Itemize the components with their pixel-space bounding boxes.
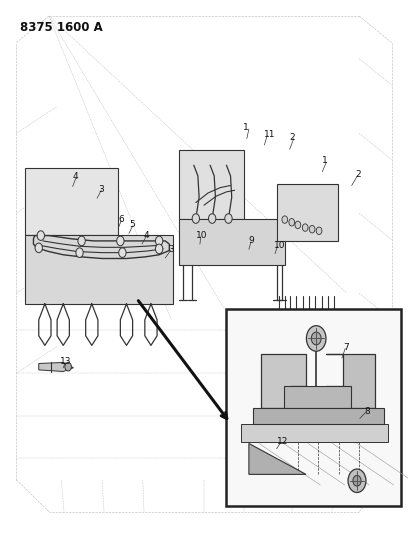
Polygon shape [179, 219, 285, 265]
Circle shape [295, 221, 301, 229]
Circle shape [155, 244, 163, 254]
Polygon shape [179, 150, 244, 219]
Text: 8375 1600 A: 8375 1600 A [20, 21, 102, 34]
Circle shape [192, 214, 200, 223]
Circle shape [35, 243, 42, 253]
Text: 10: 10 [196, 231, 207, 240]
Circle shape [65, 362, 71, 371]
Text: 4: 4 [73, 173, 78, 181]
Circle shape [208, 214, 216, 223]
Circle shape [119, 248, 126, 257]
Polygon shape [25, 168, 118, 235]
Circle shape [348, 469, 366, 492]
Circle shape [282, 216, 288, 223]
Text: 8: 8 [364, 407, 370, 416]
Polygon shape [326, 354, 375, 408]
Circle shape [37, 231, 44, 240]
Circle shape [155, 236, 163, 246]
Circle shape [302, 224, 308, 231]
Text: 2: 2 [290, 133, 295, 142]
Circle shape [309, 225, 315, 233]
Polygon shape [39, 362, 73, 372]
Polygon shape [261, 354, 306, 408]
Text: 2: 2 [356, 171, 361, 179]
Polygon shape [253, 408, 384, 424]
Circle shape [311, 332, 321, 345]
Text: 10: 10 [274, 241, 286, 249]
Text: 12: 12 [277, 437, 289, 446]
Text: 13: 13 [60, 357, 72, 366]
Text: 1: 1 [322, 157, 328, 165]
Text: 4: 4 [144, 231, 149, 240]
Text: 1: 1 [243, 124, 248, 132]
Bar [226, 309, 401, 506]
Circle shape [117, 236, 124, 246]
Text: 3: 3 [98, 185, 104, 193]
Text: 3: 3 [168, 245, 174, 254]
Polygon shape [277, 184, 338, 241]
Polygon shape [241, 424, 388, 442]
Text: 7: 7 [344, 343, 349, 352]
Circle shape [289, 219, 295, 226]
Circle shape [225, 214, 232, 223]
Text: 5: 5 [130, 221, 135, 229]
Text: 9: 9 [248, 237, 254, 245]
Circle shape [316, 227, 322, 235]
Circle shape [76, 248, 83, 257]
Polygon shape [249, 443, 306, 474]
Polygon shape [284, 386, 351, 408]
Text: 6: 6 [118, 215, 124, 224]
Circle shape [353, 475, 361, 486]
Polygon shape [25, 235, 173, 304]
Circle shape [78, 236, 85, 246]
Text: 11: 11 [264, 130, 276, 139]
Circle shape [306, 326, 326, 351]
